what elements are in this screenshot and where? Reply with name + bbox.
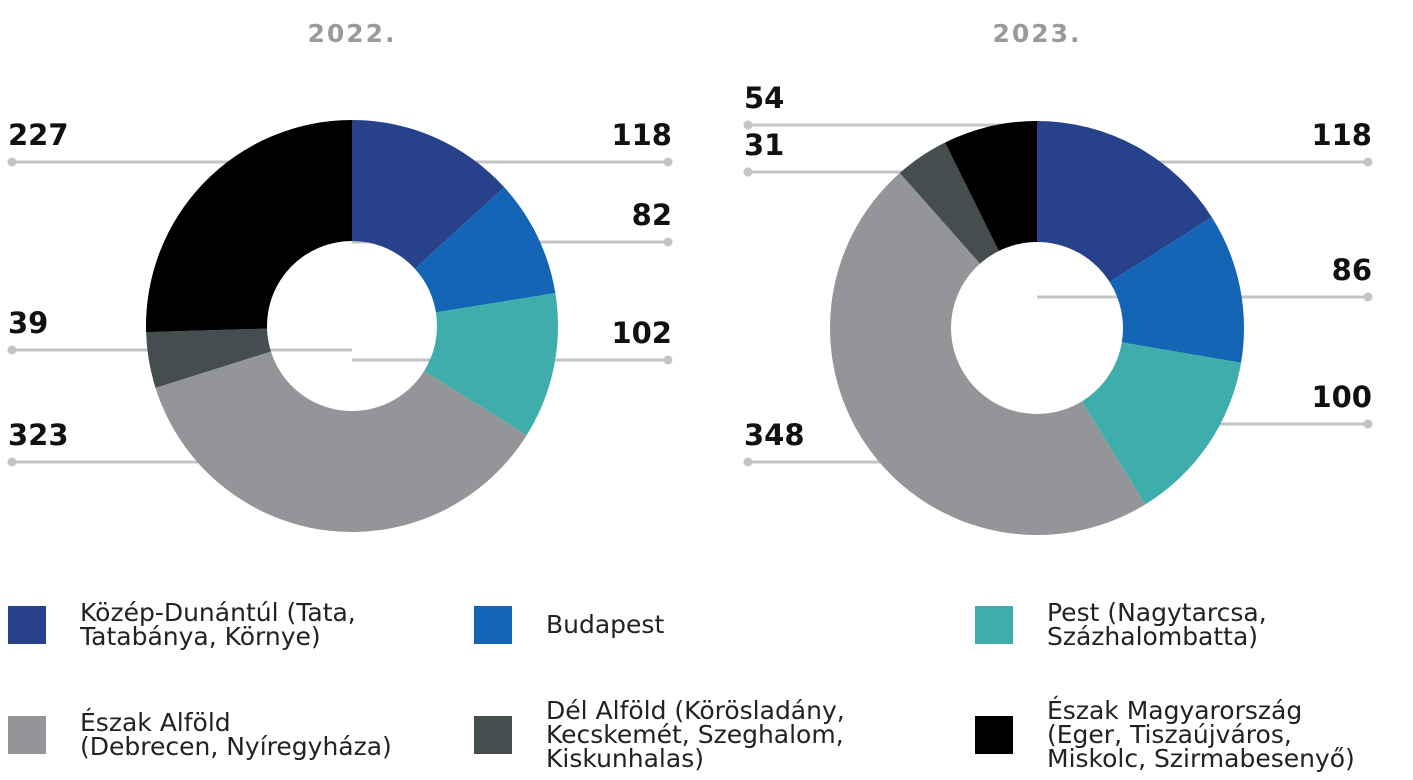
legend-item: Közép-Dunántúl (Tata, Tatabánya, Környe) [8,585,356,665]
chart-title: 2023. [992,19,1081,48]
value-label: 31 [744,128,784,162]
value-label: 54 [744,81,784,115]
legend-swatch [8,606,46,644]
value-label: 227 [8,118,69,152]
value-label: 100 [1311,380,1372,414]
callout-dot [1363,157,1373,167]
callout-dot [663,157,673,167]
donut-segment [146,120,352,333]
donut-segment [414,187,556,313]
legend-label: Észak Magyarország (Eger, Tiszaújváros, … [1047,696,1355,773]
legend-item: Budapest [474,585,664,665]
value-label: 39 [8,306,48,340]
legend-swatch [975,606,1013,644]
legend-item: Észak Alföld (Debrecen, Nyíregyháza) [8,695,392,775]
legend-label: Közép-Dunántúl (Tata, Tatabánya, Környe) [80,598,356,651]
charts: 2022. 118 82 102 323 39 227 2023. 118 86 100 348 31 5… [7,19,1373,536]
donut-segment [899,142,999,264]
value-label: 323 [8,418,69,452]
donut-segment [352,120,505,269]
callout-dot [743,120,753,130]
value-label: 348 [744,418,805,452]
callout-dot [743,457,753,467]
legend-swatch [474,606,512,644]
donut-segment [1037,121,1212,282]
donut-segment [146,328,271,388]
legend-label: Észak Alföld (Debrecen, Nyíregyháza) [80,708,392,761]
legend-item: Dél Alföld (Körösladány, Kecskemét, Szeg… [474,695,845,775]
value-label: 118 [1311,118,1372,152]
callout-dot [1363,292,1373,302]
legend-swatch [975,716,1013,754]
donut-segment [424,293,558,436]
legend-label: Budapest [546,610,665,639]
callout-dot [743,167,753,177]
donut-segment [945,121,1037,251]
callout-dot [1363,419,1373,429]
value-label: 102 [611,316,672,350]
value-label: 118 [611,118,672,152]
callout-dot [7,457,17,467]
legend-label: Dél Alföld (Körösladány, Kecskemét, Szeg… [546,696,845,773]
legend-item: Pest (Nagytarcsa, Százhalombatta) [975,585,1267,665]
donut-segment [1109,217,1244,363]
callout-dot [7,345,17,355]
donut-segment [829,173,1146,536]
chart-title: 2022. [307,19,396,48]
legend-label: Pest (Nagytarcsa, Százhalombatta) [1047,598,1267,651]
value-label: 82 [632,198,672,232]
callout-dot [7,157,17,167]
legend-swatch [474,716,512,754]
donut-segment [1081,342,1242,505]
value-label: 86 [1332,253,1372,287]
legend-swatch [8,716,46,754]
donut-segment [155,351,527,532]
callout-dot [663,355,673,365]
callout-dot [663,237,673,247]
legend-item: Észak Magyarország (Eger, Tiszaújváros, … [975,695,1355,775]
